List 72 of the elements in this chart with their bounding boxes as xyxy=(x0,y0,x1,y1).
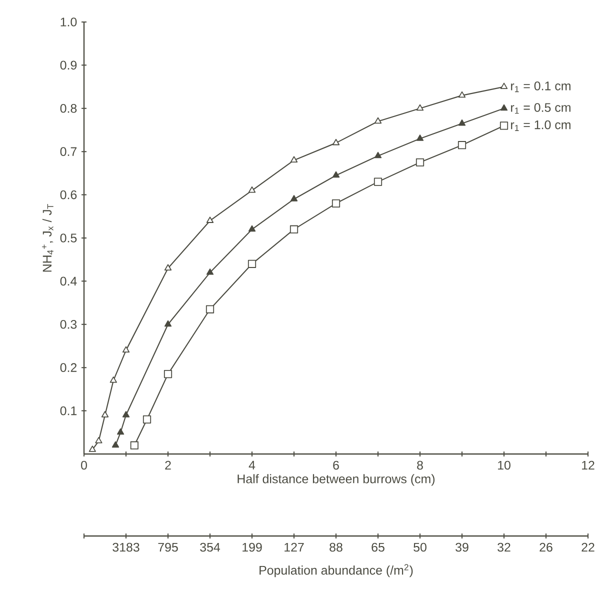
text: 65 xyxy=(372,542,384,552)
point xyxy=(332,199,340,208)
point xyxy=(458,141,466,150)
text: 32 xyxy=(498,542,510,552)
text: 26 xyxy=(540,542,552,552)
point xyxy=(248,186,256,193)
point xyxy=(290,225,298,234)
x-tick-label: 12 xyxy=(582,460,594,470)
text: 795 xyxy=(158,542,178,552)
point xyxy=(122,411,130,418)
text: 354 xyxy=(200,542,220,552)
point xyxy=(95,436,102,444)
x-tick-label: 6 xyxy=(333,460,339,470)
point xyxy=(110,376,117,383)
y-tick-label: 0.6 xyxy=(60,190,77,200)
point xyxy=(458,91,466,98)
y-tick-label: 0.5 xyxy=(60,234,77,242)
x-tick-label: 8 xyxy=(417,460,423,470)
series-label: r$_{1}$ = 1.0 cm xyxy=(511,120,570,131)
text: 22 xyxy=(582,542,594,552)
y-tick-label: 0.4 xyxy=(60,276,77,286)
y-tick-label: 0.1 xyxy=(60,406,77,416)
series-label: r$_{1}$ = 0.5 cm xyxy=(511,103,570,114)
point xyxy=(500,104,508,111)
series-label: r$_{1}$ = 0.1 cm xyxy=(511,82,570,92)
point xyxy=(116,428,124,435)
point xyxy=(206,305,214,314)
y-axis-title: NH$_{4}$$^{+}$, J$_{x}$ / J$_{T}$ xyxy=(42,204,54,272)
point xyxy=(500,122,508,130)
text: 39 xyxy=(456,542,468,552)
y-tick-label: 0.8 xyxy=(60,104,77,113)
x-tick-label: 10 xyxy=(498,460,510,470)
point xyxy=(248,225,256,232)
text: 199 xyxy=(242,542,262,552)
point xyxy=(88,446,96,452)
point xyxy=(374,117,382,124)
point xyxy=(332,171,340,178)
point xyxy=(142,415,152,424)
point xyxy=(416,134,424,141)
point xyxy=(374,178,382,186)
text: 127 xyxy=(284,542,304,552)
point xyxy=(101,411,109,418)
x-tick-label: 2 xyxy=(165,460,171,470)
point xyxy=(130,441,138,450)
x2-axis-title: Population abundance (/m$^{2}$) xyxy=(260,564,413,578)
y-tick-label: 0.7 xyxy=(60,147,77,156)
point xyxy=(112,441,120,448)
point xyxy=(164,264,172,270)
point xyxy=(164,320,172,327)
point xyxy=(206,216,214,223)
point xyxy=(206,268,214,275)
point xyxy=(290,156,298,162)
text: 3183 xyxy=(112,542,140,552)
point xyxy=(416,158,424,166)
point xyxy=(290,195,298,202)
y-tick-label: 0.9 xyxy=(60,60,77,70)
point xyxy=(500,82,508,90)
x-tick-label: 0 xyxy=(81,460,87,470)
y-tick-label: 1.0 xyxy=(60,18,77,26)
text: 50 xyxy=(414,542,426,552)
y-tick-label: 0.3 xyxy=(60,320,77,329)
y-tick-label: 0.2 xyxy=(60,363,77,372)
point xyxy=(416,104,424,111)
x-axis-title: Half distance between burrows (cm) xyxy=(238,474,435,486)
point xyxy=(332,138,340,146)
point xyxy=(374,152,382,158)
point xyxy=(248,260,256,268)
point xyxy=(122,346,130,353)
point xyxy=(458,119,466,126)
point xyxy=(164,370,172,378)
text: 88 xyxy=(330,542,342,552)
x-tick-label: 4 xyxy=(248,460,256,470)
